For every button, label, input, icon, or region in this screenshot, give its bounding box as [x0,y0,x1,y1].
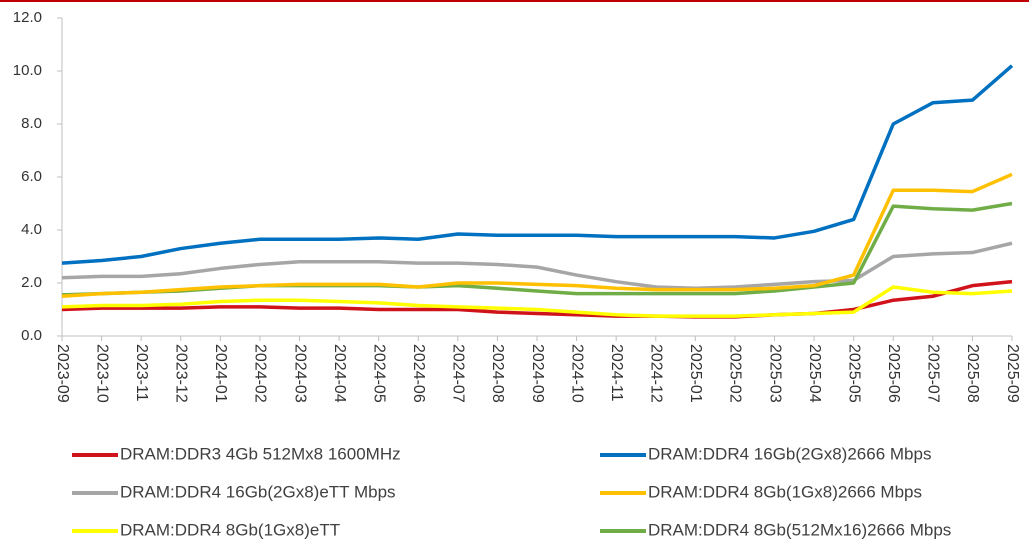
x-tick-label: 2025-08 [964,344,981,403]
x-tick-label: 2025-05 [845,344,862,403]
x-tick-label: 2025-06 [885,344,902,403]
x-tick-label: 2025-03 [766,344,783,403]
x-tick-label: 2023-11 [133,344,150,402]
series-line [61,279,1013,319]
legend-label: DRAM:DDR4 8Gb(1Gx8)2666 Mbps [648,482,922,501]
x-tick-label: 2024-07 [450,344,467,403]
x-tick-label: 2025-09 [1004,344,1021,403]
y-tick-label: 12.0 [13,9,42,26]
y-tick-label: 6.0 [21,168,42,185]
x-tick-label: 2024-02 [252,344,269,403]
series-line [61,285,1013,318]
series-line [61,172,1013,298]
series-line [61,64,1014,265]
x-tick-label: 2024-08 [489,344,506,403]
x-tick-label: 2024-10 [568,344,585,403]
x-tick-label: 2023-09 [54,344,71,403]
x-tick-label: 2024-06 [410,344,427,403]
y-tick-label: 10.0 [13,62,42,79]
x-tick-label: 2024-12 [648,344,665,403]
legend-label: DRAM:DDR4 8Gb(512Mx16)2666 Mbps [648,520,951,539]
legend-label: DRAM:DDR4 16Gb(2Gx8)2666 Mbps [648,444,931,463]
x-tick-label: 2025-04 [806,344,823,403]
x-tick-label: 2024-11 [608,344,625,402]
x-tick-label: 2025-02 [727,344,744,403]
y-tick-label: 4.0 [21,221,42,238]
y-tick-label: 8.0 [21,115,42,132]
x-tick-label: 2023-10 [93,344,110,403]
x-tick-label: 2025-07 [925,344,942,403]
legend-label: DRAM:DDR4 8Gb(1Gx8)eTT [120,520,340,539]
x-tick-label: 2025-01 [687,344,704,403]
legend-label: DRAM:DDR4 16Gb(2Gx8)eTT Mbps [120,482,396,501]
y-tick-label: 2.0 [21,274,42,291]
series-line [61,201,1013,297]
x-tick-label: 2024-09 [529,344,546,403]
legend-label: DRAM:DDR3 4Gb 512Mx8 1600MHz [120,444,401,463]
y-tick-label: 0.0 [21,327,42,344]
x-tick-label: 2024-05 [370,344,387,403]
x-tick-label: 2024-04 [331,344,348,403]
x-tick-label: 2023-12 [173,344,190,403]
x-tick-label: 2024-01 [212,344,229,403]
x-tick-label: 2024-03 [291,344,308,403]
top-rule [0,0,1029,2]
